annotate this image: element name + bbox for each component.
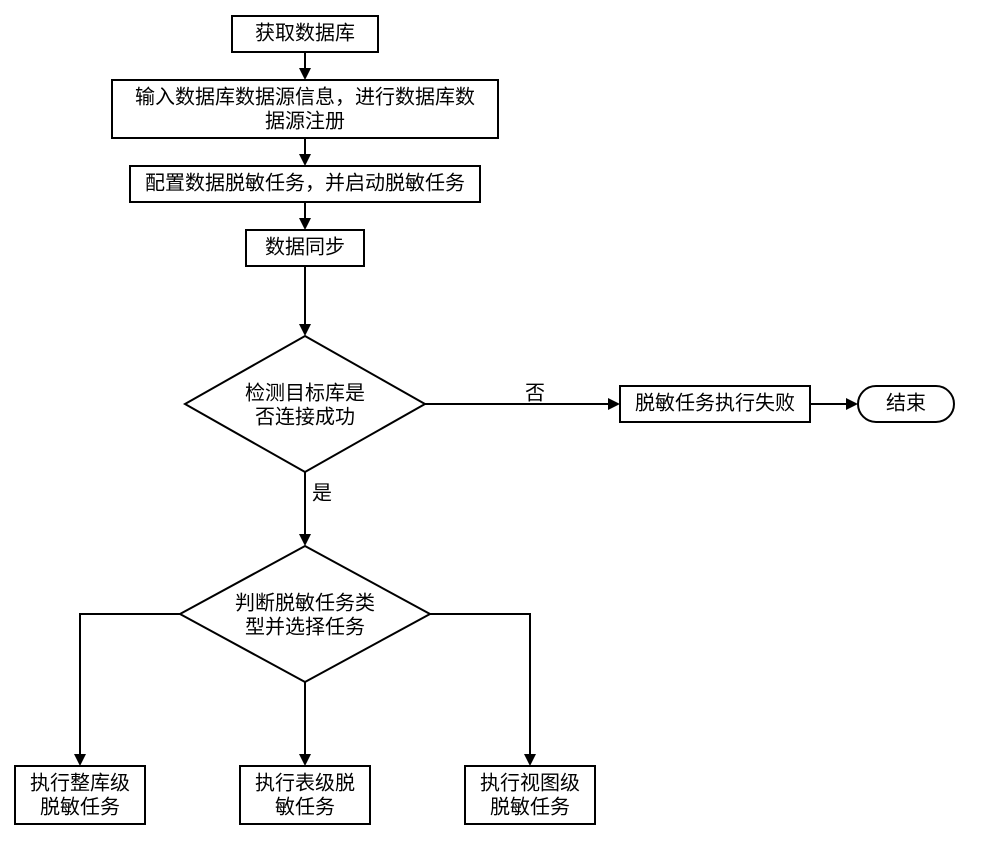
node-fail-label: 脱敏任务执行失败	[635, 391, 795, 414]
node-task-table-l2: 敏任务	[275, 795, 335, 818]
node-data-sync-label: 数据同步	[265, 235, 345, 258]
decision-connect-l2: 否连接成功	[255, 405, 355, 428]
edge-label-yes: 是	[312, 482, 332, 504]
node-task-view-l1: 执行视图级	[480, 771, 580, 794]
node-task-view-l2: 脱敏任务	[490, 795, 570, 818]
node-register-source-l1: 输入数据库数据源信息，进行数据库数	[135, 85, 475, 108]
decision-connect-l1: 检测目标库是	[245, 381, 365, 404]
node-task-db-l2: 脱敏任务	[40, 795, 120, 818]
decision-task-type-l1: 判断脱敏任务类	[235, 591, 375, 614]
node-end-label: 结束	[886, 391, 926, 414]
node-get-db-label: 获取数据库	[255, 21, 355, 44]
node-task-table-l1: 执行表级脱	[255, 771, 355, 794]
node-register-source-l2: 据源注册	[265, 109, 345, 132]
node-task-db-l1: 执行整库级	[30, 771, 130, 794]
edge-d2-t3	[430, 614, 530, 764]
decision-task-type-l2: 型并选择任务	[245, 615, 365, 638]
node-config-task-label: 配置数据脱敏任务，并启动脱敏任务	[145, 171, 465, 194]
edge-label-no: 否	[525, 382, 545, 404]
edge-d2-t1	[80, 614, 180, 764]
